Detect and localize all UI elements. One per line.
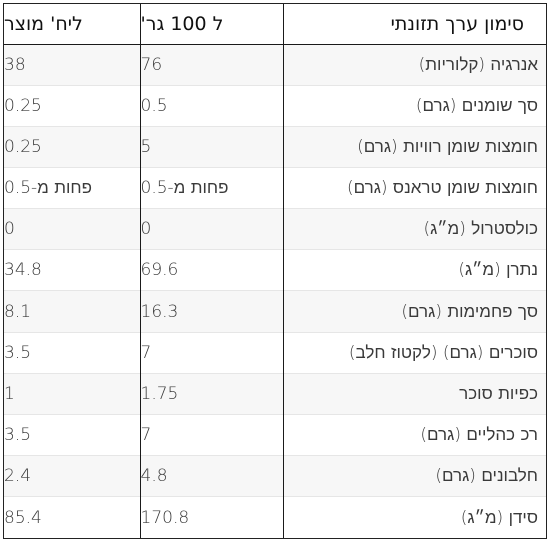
table-row: חומצות שומן טראנס (גרם) פחות מ-0.5 פחות …: [4, 166, 546, 209]
table-row: חומצות שומן רוויות (גרם) 5 0.25: [4, 125, 546, 168]
nutrient-name: חומצות שומן רוויות (גרם): [283, 125, 546, 168]
nutrient-name: חלבונים (גרם): [283, 455, 546, 497]
value-per-100g: 7: [140, 331, 284, 374]
table-header-row: סימון ערך תזונתי ל 100 גר' ליח' מוצר: [4, 4, 546, 45]
value-per-100g: 0.5: [140, 84, 284, 127]
table-row: חלבונים (גרם) 4.8 2.4: [4, 455, 546, 497]
value-per-unit: 3.5: [4, 413, 141, 456]
value-per-unit: פחות מ-0.5: [4, 166, 141, 209]
table-row: נתרן (מ״ג) 69.6 34.8: [4, 249, 546, 291]
header-per-unit: ליח' מוצר: [4, 4, 141, 45]
value-per-100g: 7: [140, 413, 284, 456]
value-per-100g: 0: [140, 208, 284, 250]
value-per-unit: 85.4: [4, 496, 141, 538]
value-per-100g: 76: [140, 44, 284, 86]
table-row: רכ כהליים (גרם) 7 3.5: [4, 413, 546, 456]
nutrient-name: כפיות סוכר: [283, 372, 546, 415]
nutrient-name: סך פחמימות (גרם): [283, 290, 546, 333]
value-per-unit: 0: [4, 208, 141, 250]
value-per-100g: 16.3: [140, 290, 284, 333]
value-per-unit: 34.8: [4, 249, 141, 291]
value-per-unit: 8.1: [4, 290, 141, 333]
table-row: כפיות סוכר 1.75 1: [4, 372, 546, 415]
table-row: סך פחמימות (גרם) 16.3 8.1: [4, 290, 546, 333]
nutrient-name: סוכרים (גרם) (לקטוז חלב): [283, 331, 546, 374]
value-per-100g: 4.8: [140, 455, 284, 497]
header-per-100g: ל 100 גר': [140, 4, 284, 45]
nutrient-name: כולסטרול (מ״ג): [283, 208, 546, 250]
nutrient-name: רכ כהליים (גרם): [283, 413, 546, 456]
value-per-unit: 0.25: [4, 125, 141, 168]
nutrition-facts-table: סימון ערך תזונתי ל 100 גר' ליח' מוצר אנר…: [4, 4, 546, 538]
value-per-unit: 1: [4, 372, 141, 415]
table-row: כולסטרול (מ״ג) 0 0: [4, 208, 546, 250]
value-per-unit: 38: [4, 44, 141, 86]
header-nutrient-name: סימון ערך תזונתי: [283, 4, 546, 45]
value-per-unit: 0.25: [4, 84, 141, 127]
table-row: סוכרים (גרם) (לקטוז חלב) 7 3.5: [4, 331, 546, 374]
nutrient-name: סך שומנים (גרם): [283, 84, 546, 127]
table-row: סידן (מ״ג) 170.8 85.4: [4, 496, 546, 538]
value-per-unit: 2.4: [4, 455, 141, 497]
nutrient-name: סידן (מ״ג): [283, 496, 546, 538]
value-per-100g: 1.75: [140, 372, 284, 415]
nutrient-name: אנרגיה (קלוריות): [283, 44, 546, 86]
nutrition-table-frame: סימון ערך תזונתי ל 100 גר' ליח' מוצר אנר…: [3, 3, 547, 539]
value-per-unit: 3.5: [4, 331, 141, 374]
table-row: אנרגיה (קלוריות) 76 38: [4, 44, 546, 86]
nutrient-name: נתרן (מ״ג): [283, 249, 546, 291]
nutrient-name: חומצות שומן טראנס (גרם): [283, 166, 546, 209]
value-per-100g: פחות מ-0.5: [140, 166, 284, 209]
value-per-100g: 170.8: [140, 496, 284, 538]
value-per-100g: 69.6: [140, 249, 284, 291]
value-per-100g: 5: [140, 125, 284, 168]
table-row: סך שומנים (גרם) 0.5 0.25: [4, 84, 546, 127]
